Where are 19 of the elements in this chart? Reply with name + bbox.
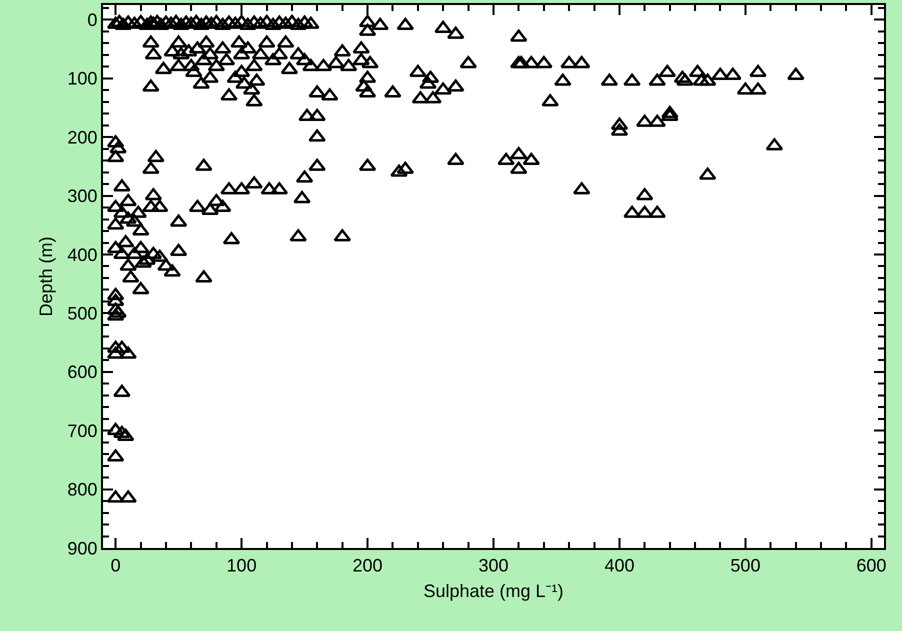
x-tick-label: 400	[604, 556, 634, 576]
y-tick-label: 300	[67, 186, 98, 206]
y-tick-label: 400	[67, 244, 98, 265]
x-tick-label: 300	[478, 556, 509, 576]
y-tick-label: 0	[87, 10, 98, 30]
y-tick-label: 500	[67, 303, 98, 324]
x-tick-label: 200	[352, 556, 383, 576]
x-tick-label: 500	[730, 556, 760, 576]
x-tick-label: 600	[856, 556, 886, 576]
y-tick-label: 100	[67, 68, 98, 89]
y-axis-title: Depth (m)	[36, 236, 56, 317]
y-tick-label: 900	[67, 538, 98, 558]
x-tick-label: 0	[110, 556, 121, 576]
x-axis-title: Sulphate (mg L⁻¹)	[423, 581, 564, 602]
x-tick-label: 100	[226, 556, 257, 576]
y-tick-label: 200	[67, 127, 98, 148]
y-tick-label: 700	[67, 420, 98, 441]
y-tick-label: 600	[67, 362, 98, 382]
y-tick-label: 800	[67, 480, 98, 500]
